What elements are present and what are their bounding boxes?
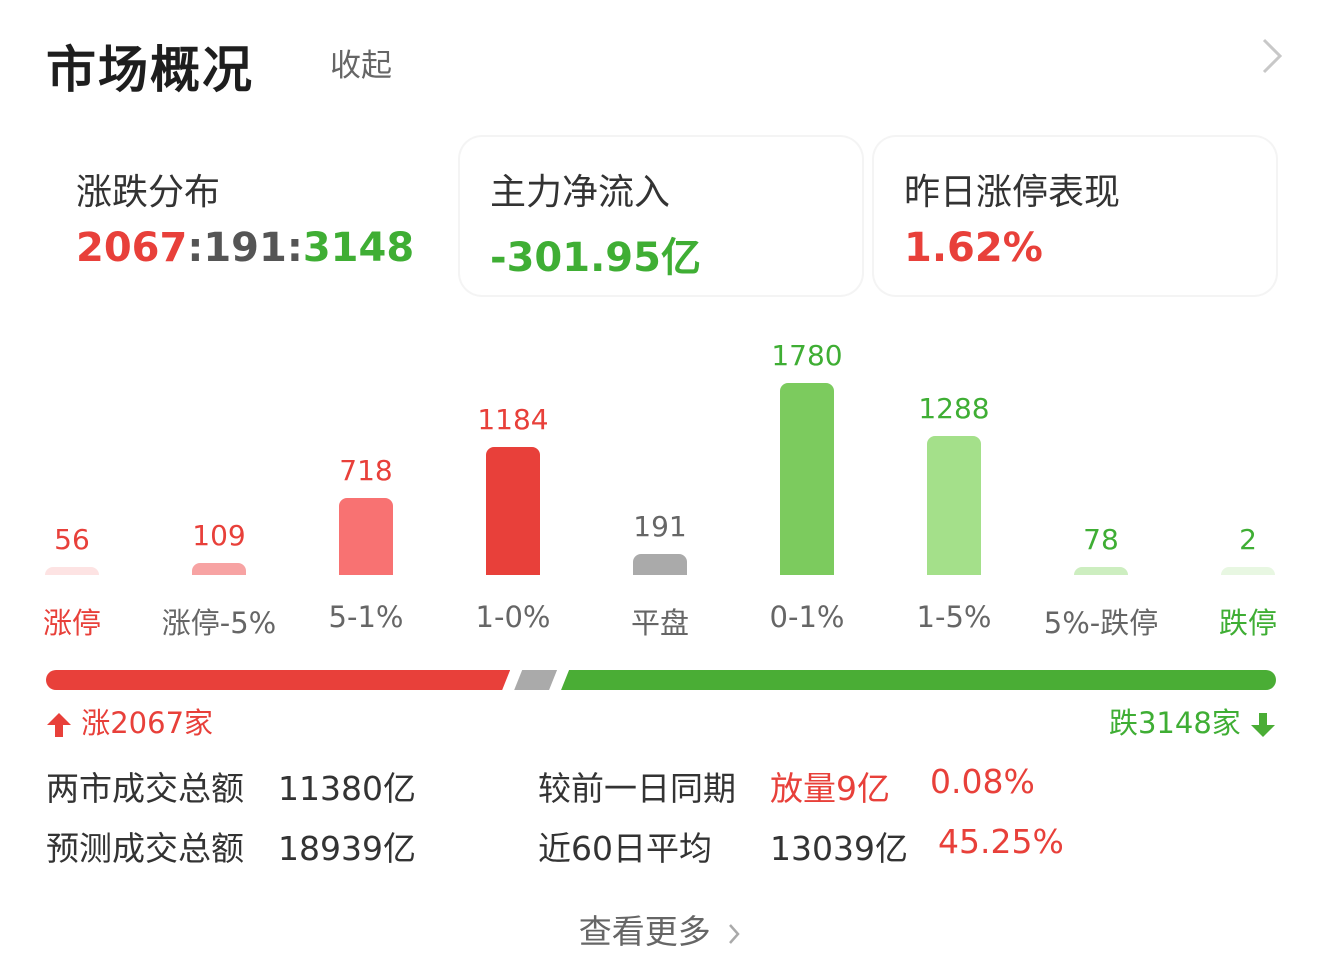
- card-rise-fall-distribution[interactable]: 涨跌分布 2067:191:3148: [46, 137, 448, 295]
- bar-3: [486, 447, 540, 575]
- stat-value: 18939亿: [278, 829, 416, 868]
- bar-value-label: 78: [1083, 522, 1119, 556]
- card-main-net-inflow[interactable]: 主力净流入 -301.95亿: [460, 137, 862, 295]
- category-label[interactable]: 1-5%: [916, 600, 992, 634]
- stat-avg: 13039亿: [770, 829, 908, 868]
- card-label: 涨跌分布: [76, 172, 221, 213]
- category-label[interactable]: 平盘: [630, 606, 689, 640]
- bar-value-label: 1780: [771, 339, 843, 372]
- bar-value-label: 109: [192, 519, 246, 553]
- stat-label: 近60日平均: [538, 829, 712, 868]
- bar-value-label: 1184: [477, 403, 549, 437]
- bar-7: [1074, 566, 1128, 575]
- chevron-right-icon: [729, 923, 740, 944]
- category-label[interactable]: 跌停: [1218, 606, 1277, 640]
- limit-up-performance-value: 1.62%: [904, 225, 1043, 271]
- category-label[interactable]: 5%-跌停: [1043, 606, 1159, 640]
- separator: :: [286, 225, 303, 271]
- fall-legend: 跌3148家: [1109, 700, 1276, 740]
- separator: :: [187, 225, 204, 271]
- distribution-bar-chart: 56 涨停 109 涨停-5% 718 5-1% 1184 1-0% 191 平盘 1780 0-1%…: [0, 330, 1320, 640]
- fall-count: 3148: [302, 225, 415, 271]
- bar-value-label: 718: [339, 453, 393, 487]
- category-label[interactable]: 涨停: [42, 606, 101, 640]
- stat-value: 11380亿: [278, 769, 416, 808]
- bar-5: [780, 383, 834, 575]
- market-overview-header: 市场概况 收起: [46, 22, 1286, 99]
- category-label[interactable]: 5-1%: [328, 600, 404, 634]
- bar-8: [1221, 567, 1275, 575]
- bar-4: [633, 554, 687, 575]
- bar-value-label: 56: [54, 523, 90, 556]
- rise-legend-label: 涨2067家: [81, 706, 214, 740]
- stat-pct: 45.25%: [938, 822, 1064, 861]
- bar-2: [339, 497, 393, 575]
- chevron-right-icon[interactable]: [1256, 36, 1286, 76]
- category-label[interactable]: 0-1%: [769, 600, 845, 634]
- page-title: 市场概况: [46, 41, 254, 99]
- view-more-label: 查看更多: [578, 912, 711, 951]
- forecast-row: 预测成交总额 18939亿 近60日平均 13039亿 45.25%: [46, 822, 1286, 870]
- bar-value-label: 2: [1239, 523, 1257, 556]
- arrow-up-icon: [47, 713, 71, 737]
- stat-pct: 0.08%: [930, 762, 1035, 801]
- stat-change: 放量9亿: [770, 769, 890, 808]
- flat-count: 191: [203, 225, 287, 271]
- stat-label: 两市成交总额: [46, 769, 244, 808]
- bar-6: [927, 436, 981, 575]
- view-more-link[interactable]: 查看更多: [0, 905, 1320, 953]
- rise-legend: 涨2067家: [46, 700, 213, 740]
- arrow-down-icon: [1251, 713, 1275, 737]
- category-label[interactable]: 1-0%: [475, 600, 551, 634]
- bar-1: [192, 563, 246, 575]
- fall-segment: [561, 670, 1276, 690]
- card-label: 主力净流入: [490, 172, 671, 213]
- collapse-button[interactable]: 收起: [330, 48, 392, 84]
- rise-fall-ratio: 2067:191:3148: [76, 225, 414, 271]
- rise-count: 2067: [76, 225, 188, 271]
- card-label: 昨日涨停表现: [904, 172, 1121, 213]
- flat-segment: [514, 670, 557, 690]
- stat-label: 预测成交总额: [46, 829, 244, 868]
- category-label[interactable]: 涨停-5%: [161, 606, 277, 640]
- bar-value-label: 191: [633, 510, 687, 544]
- summary-cards: 涨跌分布 2067:191:3148 主力净流入 -301.95亿 昨日涨停表现…: [46, 137, 1276, 297]
- fall-legend-label: 跌3148家: [1108, 706, 1241, 740]
- bar-0: [45, 567, 99, 575]
- net-inflow-value: -301.95亿: [490, 235, 701, 281]
- stat-label: 较前一日同期: [538, 769, 736, 808]
- card-yesterday-limit-up[interactable]: 昨日涨停表现 1.62%: [874, 137, 1276, 295]
- turnover-row: 两市成交总额 11380亿 较前一日同期 放量9亿 0.08%: [46, 762, 1286, 810]
- rise-fall-ratio-bar: [46, 670, 1276, 690]
- bar-value-label: 1288: [918, 392, 990, 426]
- rise-segment: [46, 670, 510, 690]
